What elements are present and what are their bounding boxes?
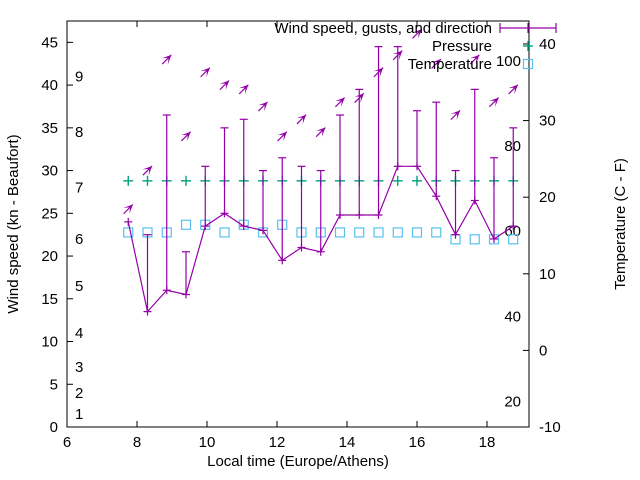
y-tick-label: 35 [41, 120, 58, 137]
fahrenheit-label: 20 [504, 394, 521, 411]
legend-label: Wind speed, gusts, and direction [274, 20, 492, 37]
wind-direction-arrow [508, 84, 519, 95]
y2-tick-label: 30 [539, 113, 556, 130]
y-tick-label: 45 [41, 34, 58, 51]
y-tick-label: 25 [41, 205, 58, 222]
wind-direction-arrow [142, 165, 153, 176]
wind-direction-arrow [469, 54, 480, 65]
wind-direction-arrow [180, 131, 192, 142]
wind-direction-arrow [219, 80, 230, 91]
legend-marker-temperature [522, 58, 534, 70]
y2-axis-title: Temperature (C - F) [612, 158, 629, 290]
wind-direction-arrow [373, 67, 384, 78]
y2-tick-label: 20 [539, 189, 556, 206]
wind-direction-arrow [123, 204, 134, 215]
y-tick-label: 0 [50, 419, 58, 436]
y-tick-label: 30 [41, 163, 58, 180]
plot-border [66, 20, 530, 428]
y-tick-label: 15 [41, 291, 58, 308]
temperature-marker [219, 227, 230, 238]
fahrenheit-label: 100 [496, 53, 521, 70]
wind-direction-arrow [238, 84, 249, 95]
beaufort-label: 2 [75, 385, 83, 402]
wind-series [124, 46, 518, 316]
wind-direction-arrow [200, 67, 211, 78]
beaufort-label: 1 [75, 406, 83, 423]
y2-axis-ticks: -10 0 10 20 30 40 [523, 36, 561, 436]
legend-label: Temperature [408, 56, 492, 73]
beaufort-label: 4 [75, 325, 83, 342]
fahrenheit-label: 40 [504, 309, 521, 326]
beaufort-label: 8 [75, 124, 83, 141]
y2-tick-label: 0 [539, 342, 547, 359]
wind-direction-arrow [411, 28, 423, 39]
chart-legend: Wind speed, gusts, and directionPressure… [274, 20, 557, 73]
x-axis-ticks: 6 8 10 12 14 16 18 [63, 21, 496, 451]
legend-label: Pressure [432, 38, 492, 55]
beaufort-labels: 1 2 3 4 5 6 7 8 9 [75, 69, 83, 424]
y-tick-label: 10 [41, 334, 58, 351]
wind-direction-arrow [257, 101, 269, 112]
x-tick-label: 14 [339, 434, 356, 451]
x-tick-label: 18 [479, 434, 496, 451]
temperature-marker [508, 234, 519, 245]
beaufort-label: 7 [75, 180, 83, 197]
x-tick-label: 16 [409, 434, 426, 451]
wind-direction-arrow [392, 50, 403, 61]
x-tick-label: 12 [269, 434, 286, 451]
temperature-marker [392, 227, 403, 238]
y2-tick-label: -10 [539, 419, 561, 436]
wind-direction-arrow [354, 92, 365, 103]
wind-direction-arrow [450, 110, 461, 121]
temperature-marker [334, 227, 346, 238]
wind-direction-arrow [277, 131, 288, 142]
beaufort-label: 3 [75, 359, 83, 376]
x-axis-title: Local time (Europe/Athens) [207, 453, 389, 470]
temperature-marker [431, 227, 442, 238]
y2-tick-label: 10 [539, 266, 556, 283]
temperature-marker [373, 227, 384, 238]
wind-direction-arrows [123, 28, 519, 215]
temperature-marker [411, 227, 423, 238]
y-tick-label: 5 [50, 376, 58, 393]
y-tick-label: 20 [41, 248, 58, 265]
y-axis-title: Wind speed (kn - Beaufort) [5, 134, 22, 313]
y-axis-ticks: 0 5 10 15 20 25 30 35 40 45 [41, 34, 73, 436]
wind-direction-arrow [334, 97, 346, 108]
beaufort-label: 5 [75, 278, 83, 295]
wind-direction-arrow [431, 58, 442, 69]
wind-direction-arrow [161, 54, 172, 65]
wind-direction-arrow [296, 114, 307, 125]
y2-tick-label: 40 [539, 36, 556, 53]
temperature-marker [123, 227, 134, 238]
plot-frame [66, 20, 530, 428]
y-tick-label: 40 [41, 77, 58, 94]
beaufort-label: 9 [75, 69, 83, 86]
temperature-marker [354, 227, 365, 238]
x-tick-label: 10 [199, 434, 216, 451]
axis-titles: Local time (Europe/Athens) Wind speed (kn… [5, 134, 629, 470]
x-tick-label: 8 [133, 434, 141, 451]
temperature-marker [469, 234, 480, 245]
beaufort-label: 6 [75, 231, 83, 248]
wind-direction-arrow [488, 97, 500, 108]
temperature-marker [180, 219, 192, 230]
x-tick-label: 6 [63, 434, 71, 451]
wind-direction-arrow [315, 127, 326, 138]
